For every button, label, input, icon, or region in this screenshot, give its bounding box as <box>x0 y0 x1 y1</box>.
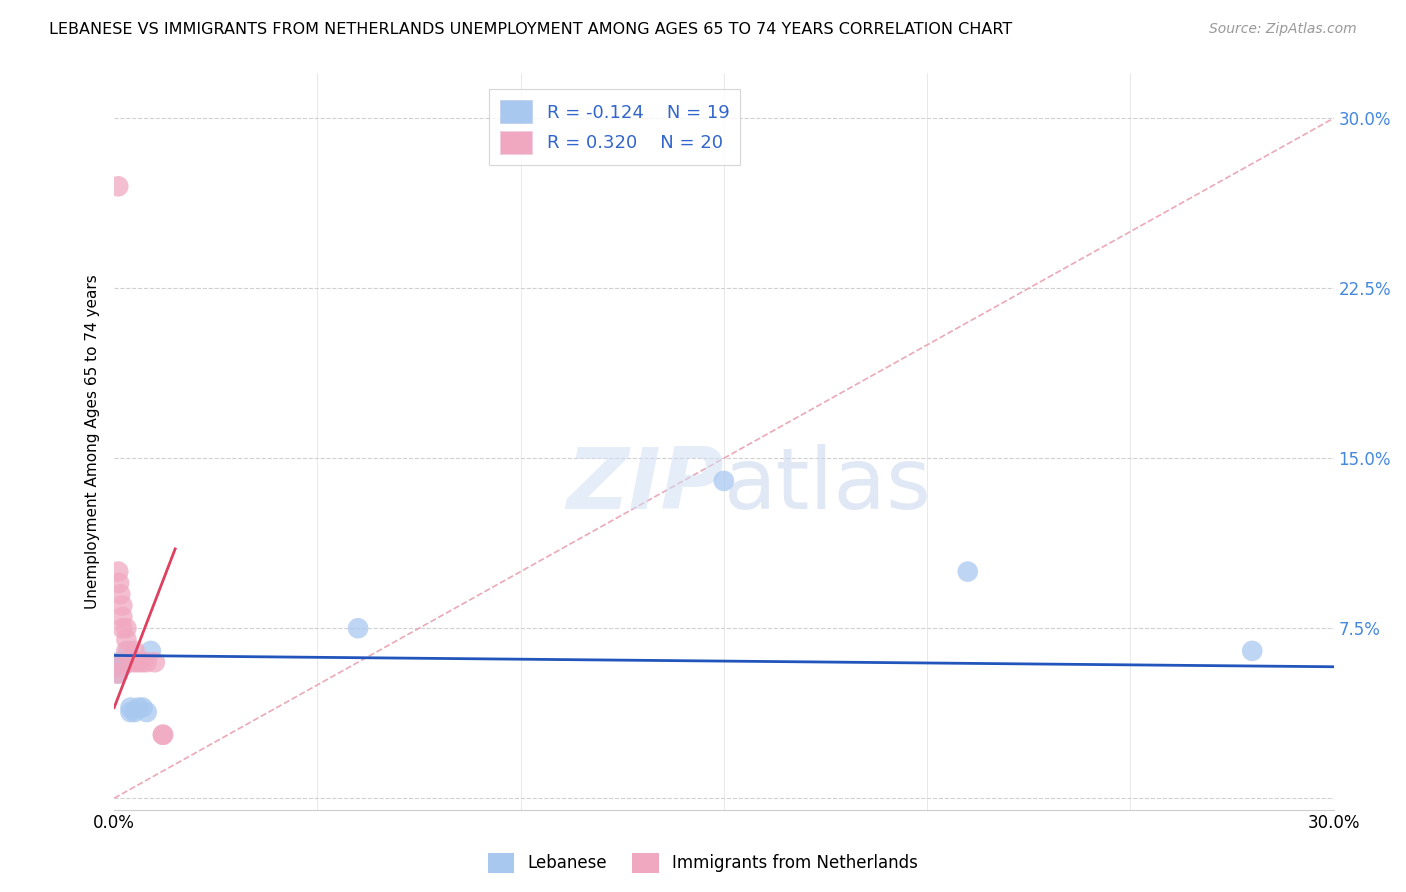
Legend: Lebanese, Immigrants from Netherlands: Lebanese, Immigrants from Netherlands <box>481 847 925 880</box>
Point <box>110 655 132 669</box>
Point <box>120 700 142 714</box>
Point <box>139 644 162 658</box>
Point <box>108 575 131 590</box>
Point <box>131 700 153 714</box>
Point <box>152 728 174 742</box>
Point <box>107 565 129 579</box>
Text: ZIP: ZIP <box>567 444 724 527</box>
Point <box>124 644 146 658</box>
Y-axis label: Unemployment Among Ages 65 to 74 years: Unemployment Among Ages 65 to 74 years <box>86 274 100 608</box>
Point <box>115 644 138 658</box>
Point <box>115 632 138 647</box>
Point <box>111 599 134 613</box>
Point <box>107 655 129 669</box>
Point <box>713 474 735 488</box>
Point <box>124 705 146 719</box>
Point <box>107 666 129 681</box>
Point <box>120 705 142 719</box>
Text: Source: ZipAtlas.com: Source: ZipAtlas.com <box>1209 22 1357 37</box>
Point <box>124 655 146 669</box>
Point <box>143 655 166 669</box>
Point <box>135 655 157 669</box>
Point <box>131 655 153 669</box>
Point <box>111 610 134 624</box>
Point <box>120 655 142 669</box>
Text: LEBANESE VS IMMIGRANTS FROM NETHERLANDS UNEMPLOYMENT AMONG AGES 65 TO 74 YEARS C: LEBANESE VS IMMIGRANTS FROM NETHERLANDS … <box>49 22 1012 37</box>
Point <box>111 659 134 673</box>
Text: atlas: atlas <box>724 444 932 527</box>
Point <box>115 655 138 669</box>
Point <box>128 700 150 714</box>
Point <box>111 621 134 635</box>
Point <box>107 659 129 673</box>
Point <box>117 644 139 658</box>
Point <box>956 565 979 579</box>
Point <box>347 621 370 635</box>
Point <box>105 659 128 673</box>
Point <box>1241 644 1264 658</box>
Point <box>112 655 135 669</box>
Point <box>107 666 129 681</box>
Point <box>152 728 174 742</box>
Point <box>111 655 134 669</box>
Point <box>128 655 150 669</box>
Point <box>107 179 129 194</box>
Point <box>115 621 138 635</box>
Point <box>135 705 157 719</box>
Point <box>110 587 132 601</box>
Legend: R = -0.124    N = 19, R = 0.320    N = 20: R = -0.124 N = 19, R = 0.320 N = 20 <box>489 89 741 165</box>
